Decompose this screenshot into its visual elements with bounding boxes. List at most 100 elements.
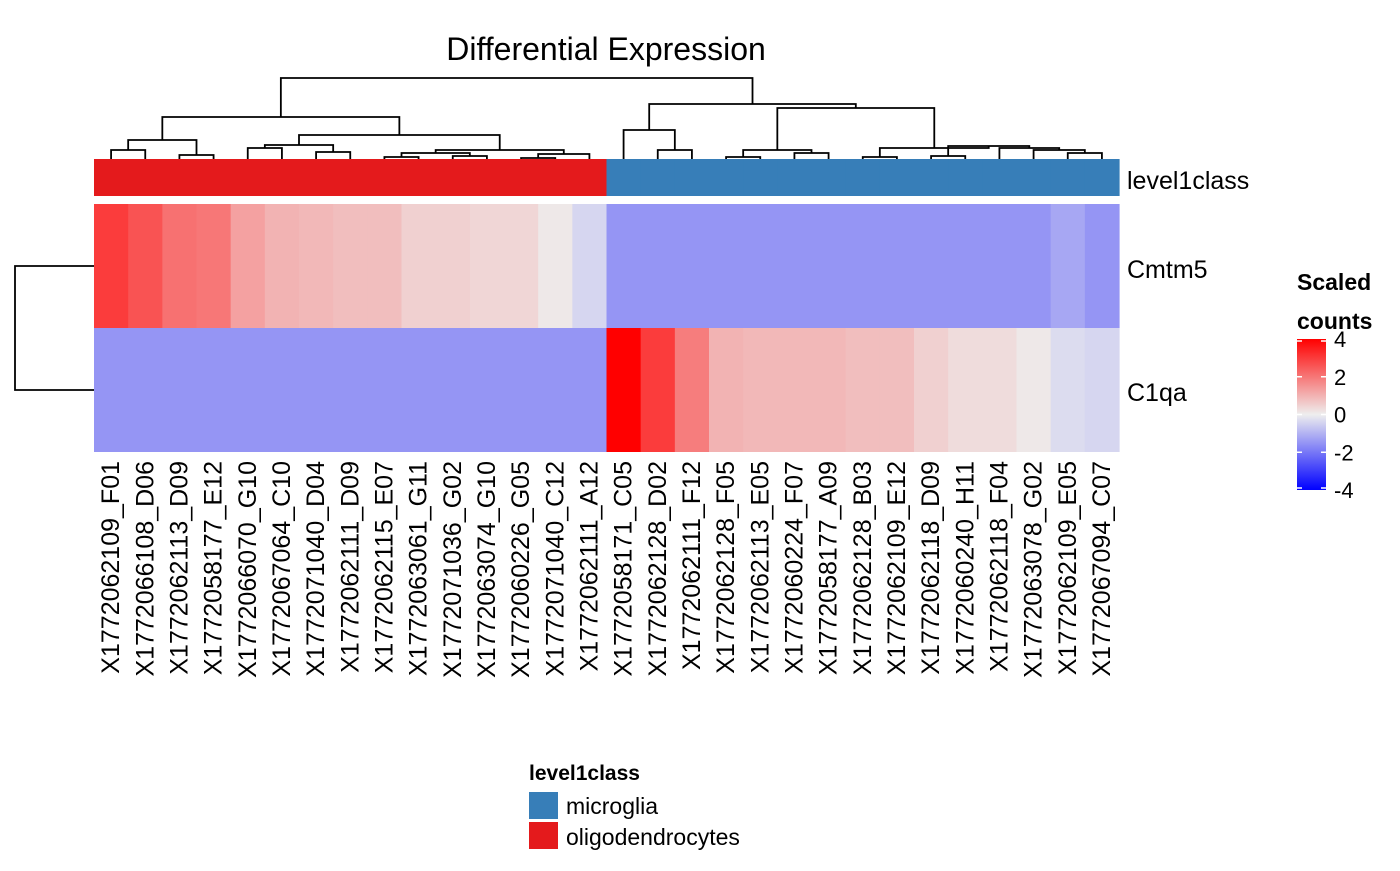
annotation-cell [1050, 159, 1086, 196]
annotation-cell [914, 159, 949, 196]
dendrogram-branch [861, 156, 898, 159]
dendrogram-branch [656, 149, 693, 159]
heatmap-cell [504, 328, 539, 452]
heatmap-cell [948, 328, 983, 452]
annotation-cell [606, 159, 642, 196]
column-label: X1772058177_E12 [200, 461, 228, 675]
annotation-cell [230, 159, 266, 196]
heatmap-cell [264, 204, 300, 328]
legend-label-microglia: microglia [566, 793, 658, 819]
dendrogram-branch [451, 155, 488, 159]
annotation-cell [811, 159, 847, 196]
heatmap-cell [94, 328, 129, 452]
heatmap-cell [606, 204, 642, 328]
heatmap-cell [572, 328, 608, 452]
dendrogram-branch [776, 107, 936, 150]
dendrogram-branch [110, 149, 147, 159]
heatmap-cell [333, 328, 368, 452]
dendrogram-branch [298, 134, 501, 150]
annotation-cell [709, 159, 744, 196]
heatmap-cell [709, 328, 744, 452]
heatmap-cell [299, 204, 334, 328]
heatmap-cell [162, 328, 198, 452]
legend-swatch-microglia [529, 792, 558, 819]
column-label: X1772060240_H11 [951, 461, 979, 675]
annotation-cell [640, 159, 676, 196]
heatmap-cell [196, 204, 232, 328]
annotation-cell [948, 159, 983, 196]
color-scale-title-line2: counts [1297, 308, 1372, 334]
heatmap-cell [1016, 328, 1052, 452]
annotation-cell [469, 159, 505, 196]
scale-tick-label: -2 [1334, 440, 1354, 465]
column-label: X1772062111_D09 [336, 461, 364, 673]
dendrogram-branch [725, 156, 762, 159]
column-labels: X1772062109_F01 X1772066108_D06 X177206211… [97, 461, 1116, 678]
row-label-c1qa: C1qa [1127, 379, 1187, 407]
dendrogram-branch [14, 265, 94, 391]
dendrogram-branch [520, 157, 557, 159]
scale-tick-label: 0 [1334, 403, 1346, 428]
column-label: X1772062113_D09 [165, 461, 193, 675]
annotation-cell [777, 159, 813, 196]
annotation-label: level1class [1127, 167, 1249, 195]
annotation-cell [1016, 159, 1052, 196]
heatmap-cell [401, 204, 437, 328]
heatmap-cell [777, 328, 813, 452]
annotation-cell [538, 159, 573, 196]
heatmap-cell [538, 328, 573, 452]
column-label: X1772058171_C05 [610, 461, 638, 676]
column-dendrogram [110, 77, 1103, 159]
heatmap-cell [743, 328, 778, 452]
annotation-cell [743, 159, 778, 196]
column-label: X1772062118_F04 [985, 461, 1013, 672]
heatmap-cell [1016, 204, 1052, 328]
annotation-cell [674, 159, 710, 196]
heatmap-cells [94, 204, 1120, 452]
annotation-cell [94, 159, 129, 196]
row-dendrogram [14, 265, 94, 391]
heatmap-cell [299, 328, 334, 452]
dendrogram-branch [161, 116, 401, 140]
column-label: X1772062111_A12 [575, 461, 603, 671]
column-label: X1772063074_G10 [473, 461, 501, 678]
dendrogram-branch [793, 152, 830, 159]
heatmap-cell [230, 204, 266, 328]
heatmap-cell [469, 204, 505, 328]
heatmap-cell [196, 328, 232, 452]
heatmap-cell [401, 328, 437, 452]
heatmap-cell [811, 204, 847, 328]
heatmap-cell [982, 204, 1018, 328]
column-label: X1772071040_C12 [541, 461, 569, 676]
dendrogram-branch [315, 151, 352, 159]
color-scale-legend: Scaled counts 4 2 0 -2 -4 [1297, 269, 1372, 503]
annotation-cell [367, 159, 403, 196]
column-label: X1772062109_E12 [883, 461, 911, 675]
heatmap-cell [435, 204, 471, 328]
annotation-cell [504, 159, 539, 196]
scale-tick-label: -4 [1334, 478, 1354, 503]
annotation-cell [845, 159, 881, 196]
heatmap-cell [162, 204, 198, 328]
column-label: X1772071040_D04 [302, 461, 330, 677]
heatmap-cell [674, 328, 710, 452]
annotation-cell [401, 159, 437, 196]
heatmap-cell [811, 328, 847, 452]
heatmap-cell [435, 328, 471, 452]
column-label: X1772058177_A09 [815, 461, 843, 675]
annotation-legend-title: level1class [529, 762, 640, 785]
heatmap-cell [982, 328, 1018, 452]
heatmap-cell [572, 204, 608, 328]
dendrogram-branch [178, 154, 215, 159]
heatmap-cell [128, 204, 163, 328]
heatmap-cell [94, 204, 129, 328]
heatmap-cell [333, 204, 368, 328]
heatmap-cell [504, 204, 539, 328]
row-label-cmtm5: Cmtm5 [1127, 256, 1208, 284]
annotation-cell [299, 159, 334, 196]
heatmap-cell [469, 328, 505, 452]
heatmap-cell [709, 204, 744, 328]
column-label: X1772062111_F12 [678, 461, 706, 670]
legend-label-oligodendrocytes: oligodendrocytes [566, 824, 740, 850]
